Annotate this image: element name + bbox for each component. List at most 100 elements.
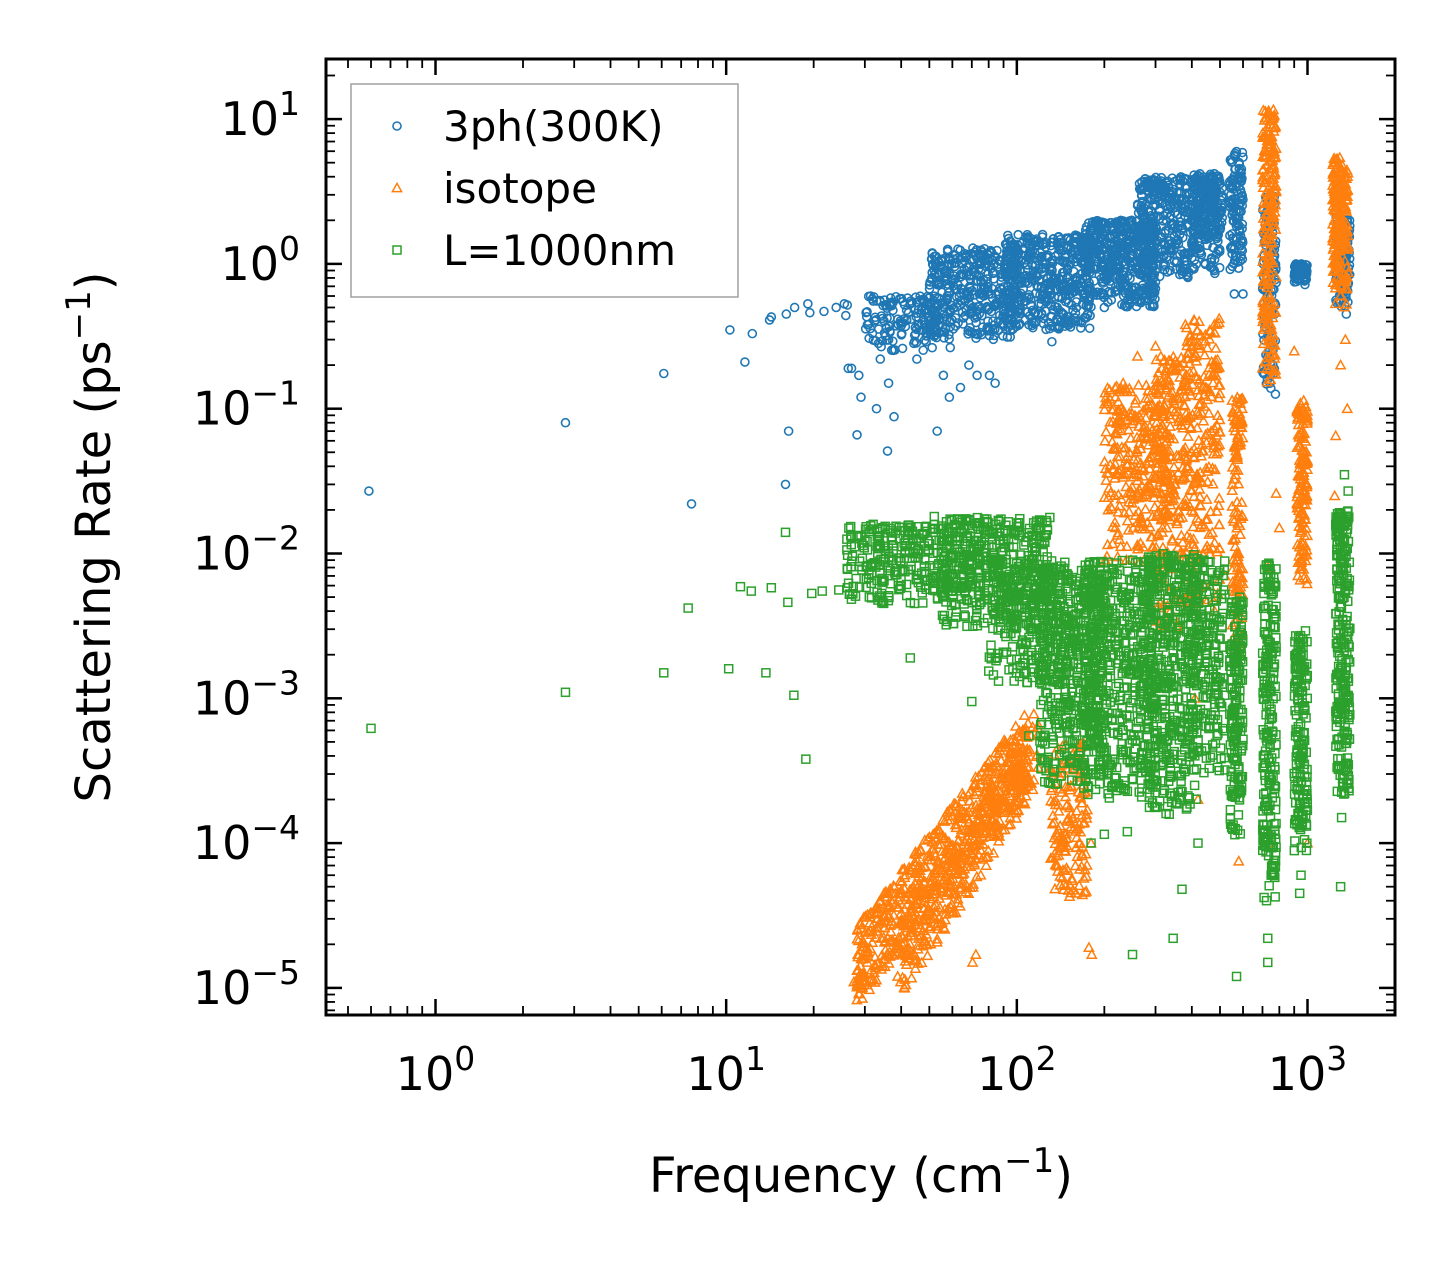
data-point [1062, 263, 1073, 274]
data-point [950, 313, 961, 323]
data-point [919, 335, 930, 346]
data-point [1041, 251, 1052, 262]
data-point [1049, 292, 1060, 302]
data-point [918, 345, 929, 356]
data-point [967, 305, 977, 316]
data-point [885, 313, 895, 324]
data-point [871, 314, 882, 325]
data-point [941, 271, 951, 281]
data-point [921, 336, 931, 347]
data-point [885, 327, 895, 338]
data-point [1105, 233, 1115, 244]
data-point [947, 300, 957, 311]
data-point [1007, 307, 1018, 318]
data-points-layer [364, 103, 1355, 1005]
data-point [887, 336, 898, 346]
data-point [911, 324, 922, 335]
data-point [998, 306, 1009, 316]
data-point [1031, 260, 1041, 271]
data-point [1027, 239, 1038, 250]
data-point [1016, 255, 1027, 266]
data-point [914, 295, 925, 306]
data-point [945, 307, 955, 317]
data-point [1062, 234, 1072, 244]
data-point [1027, 260, 1038, 271]
data-point [924, 284, 935, 294]
data-point [1117, 279, 1128, 290]
data-point [953, 280, 963, 290]
data-point [876, 341, 886, 352]
data-point [992, 245, 1002, 256]
data-point [1067, 283, 1078, 293]
data-point [1033, 282, 1043, 293]
data-point [864, 333, 874, 344]
data-point [1047, 258, 1058, 269]
data-point [1024, 292, 1034, 302]
data-point [986, 247, 997, 257]
data-point [901, 305, 912, 316]
data-point [1013, 229, 1023, 240]
data-point [931, 293, 942, 303]
data-point [927, 342, 937, 353]
data-point [1079, 293, 1089, 303]
data-point [987, 268, 998, 279]
data-point [940, 323, 951, 333]
data-point [1044, 290, 1055, 301]
data-point [930, 315, 941, 326]
data-point [988, 316, 998, 326]
data-point [906, 314, 916, 325]
data-point [1052, 321, 1063, 331]
data-point [1086, 220, 1097, 231]
data-point [1001, 255, 1011, 266]
data-point [1007, 324, 1018, 335]
data-point [1028, 266, 1039, 277]
data-point [1024, 310, 1035, 321]
data-point [1009, 245, 1019, 256]
data-point [934, 328, 944, 338]
data-point [1081, 273, 1092, 283]
data-point [1050, 301, 1060, 312]
data-point [934, 278, 945, 288]
data-point [956, 272, 966, 282]
data-point [862, 306, 872, 317]
data-point [974, 309, 985, 319]
data-point [965, 326, 976, 337]
data-point [909, 336, 920, 347]
data-point [1046, 271, 1056, 281]
data-point [1053, 292, 1064, 303]
data-point [989, 259, 1000, 269]
data-point [911, 312, 922, 322]
data-point [1052, 238, 1063, 249]
data-point [1032, 281, 1042, 291]
data-point [963, 329, 973, 339]
data-point [940, 253, 950, 263]
data-point [948, 281, 959, 291]
data-point [1022, 238, 1032, 249]
data-point [1017, 238, 1028, 248]
data-point [1003, 230, 1013, 241]
data-point [999, 259, 1010, 270]
data-point [964, 292, 975, 303]
data-point [1010, 319, 1021, 329]
data-point [888, 345, 899, 356]
data-point [1055, 274, 1066, 285]
data-point [939, 327, 950, 337]
data-point [953, 318, 963, 328]
data-point [1064, 285, 1075, 296]
data-point [1023, 278, 1033, 289]
data-point [1042, 285, 1053, 296]
data-point [957, 252, 968, 263]
data-point [1036, 252, 1046, 263]
data-point [1030, 308, 1040, 319]
data-point [1060, 296, 1071, 307]
data-point [895, 316, 906, 326]
data-point [927, 248, 938, 258]
data-point [927, 254, 937, 264]
data-point [1027, 269, 1038, 280]
data-point [949, 258, 960, 269]
data-point [966, 306, 976, 317]
data-point [958, 319, 968, 329]
data-point [882, 301, 892, 311]
data-point [986, 289, 997, 299]
